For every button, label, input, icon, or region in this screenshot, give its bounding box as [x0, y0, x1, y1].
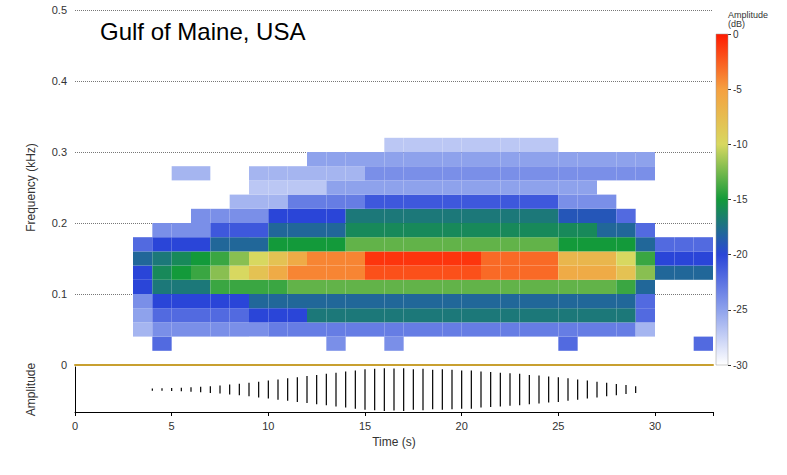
svg-text:0.1: 0.1 [52, 288, 67, 300]
svg-text:0.5: 0.5 [52, 4, 67, 16]
svg-text:5: 5 [169, 420, 175, 432]
svg-text:15: 15 [359, 420, 371, 432]
svg-text:Gulf of Maine, USA: Gulf of Maine, USA [100, 18, 305, 45]
svg-text:0.3: 0.3 [52, 146, 67, 158]
svg-text:(dB): (dB) [728, 19, 745, 29]
svg-text:10: 10 [262, 420, 274, 432]
svg-text:0: 0 [72, 420, 78, 432]
svg-text:25: 25 [552, 420, 564, 432]
svg-text:Time (s): Time (s) [372, 435, 416, 449]
svg-text:-15: -15 [733, 194, 748, 205]
svg-text:0: 0 [61, 359, 67, 371]
svg-text:Amplitude: Amplitude [728, 9, 768, 20]
svg-text:Frequency (kHz): Frequency (kHz) [24, 143, 38, 232]
svg-text:-25: -25 [733, 304, 748, 315]
svg-text:0.4: 0.4 [52, 75, 67, 87]
svg-text:Amplitude: Amplitude [24, 363, 38, 417]
svg-text:-20: -20 [733, 249, 748, 260]
svg-text:0: 0 [733, 29, 739, 40]
svg-text:-30: -30 [733, 360, 748, 371]
svg-text:30: 30 [649, 420, 661, 432]
svg-text:20: 20 [456, 420, 468, 432]
svg-text:0.2: 0.2 [52, 217, 67, 229]
svg-text:-5: -5 [733, 84, 742, 95]
svg-text:-10: -10 [733, 139, 748, 150]
